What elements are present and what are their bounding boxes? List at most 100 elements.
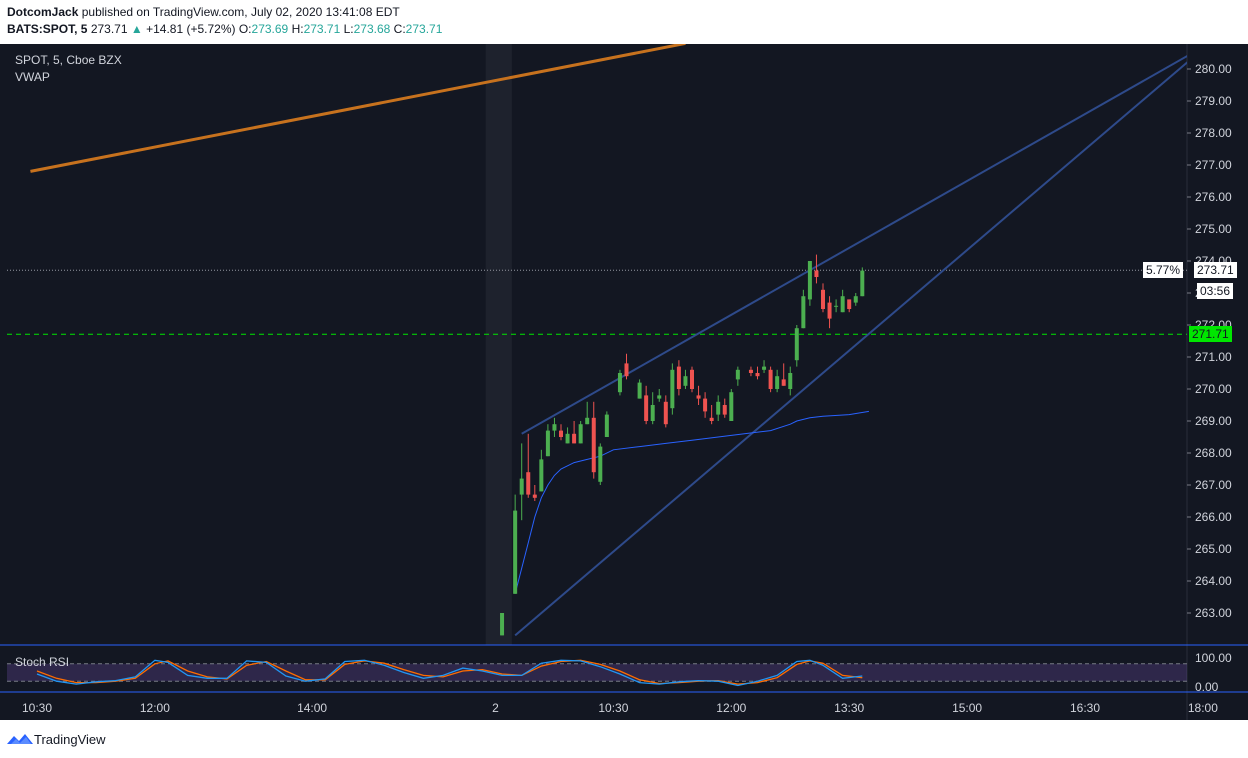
candle-body [650,405,655,421]
price-tick-label: 277.00 [1195,158,1232,172]
open-label: O: [238,22,252,36]
tradingview-brand[interactable]: TradingView [34,732,106,747]
open-value: 273.69 [251,22,289,36]
candle-body [722,405,727,415]
candle-body [775,376,780,389]
high-value: 273.71 [303,22,341,36]
orange-trendline [30,44,686,173]
chart-area[interactable]: 263.00 264.00 265.00 266.00 267.00 268.00 269.… [0,44,1248,720]
close-label: C: [393,22,406,36]
price-tick-label: 271.00 [1195,350,1232,364]
candle-body [519,478,524,495]
candle-body [748,369,753,373]
symbol-interval: BATS:SPOT, 5 [7,22,88,36]
candle-body [768,369,773,389]
candle-body [840,296,845,313]
candle-body [696,395,701,399]
price-tick-label: 279.00 [1195,94,1232,108]
price-tick-label: 266.00 [1195,510,1232,524]
stoch-rsi-tick-label: 0.00 [1195,680,1219,694]
stoch-rsi-legend[interactable]: Stoch RSI [15,655,70,669]
candle-body [683,376,688,386]
footer [0,720,1248,758]
candle-body [827,302,832,319]
time-tick-label: 15:00 [952,701,982,715]
level-price-tag: 271.71 [1189,326,1232,342]
candle-body [821,289,825,309]
candle-body [676,366,681,389]
candle-body [591,417,596,473]
time-tick-label: 12:00 [140,701,170,715]
candle-body [814,270,819,277]
low-label: L: [343,22,354,36]
candle-body [801,296,806,329]
percent-change-tag: 5.77% [1143,262,1184,278]
stoch-rsi-k-line [36,659,863,687]
candle-body [834,305,839,307]
candle-body [657,395,662,399]
low-value: 273.68 [353,22,391,36]
channel-trendline [521,54,1187,435]
published-text: published on TradingView.com, July 02, 2… [81,5,400,19]
stoch-rsi-d-line [36,659,863,685]
candle-body [847,299,852,309]
candle-body [794,328,799,361]
candle-body [513,510,518,594]
tradingview-logo-icon[interactable] [7,732,33,746]
bar-countdown-tag: 03:56 [1197,283,1234,299]
stoch-rsi-tick-label: 100.00 [1195,651,1232,665]
candle-body [807,261,812,300]
price-tick-label: 263.00 [1195,606,1232,620]
candle-body [604,414,609,437]
time-tick-label: 2 [492,701,499,715]
up-triangle-icon: ▲ [130,22,143,36]
stoch-rsi-band [7,663,1187,682]
candle-body [853,296,858,303]
time-tick-label: 13:30 [834,701,864,715]
time-tick-label: 16:30 [1070,701,1100,715]
author-name[interactable]: DotcomJack [7,5,79,19]
candle-body [617,373,622,393]
candle-body [860,270,865,297]
ohlc-line: BATS:SPOT, 5 273.71 ▲ +14.81 (+5.72%) O:… [7,22,442,36]
candle-body [755,373,760,377]
high-label: H: [291,22,304,36]
candle-body [663,401,668,425]
time-tick-label: 14:00 [297,701,327,715]
price-tick-label: 270.00 [1195,382,1232,396]
candle-body [637,382,642,399]
candle-body [624,363,629,377]
candle-body [762,366,767,370]
candle-body [572,433,577,444]
candle-body [709,417,714,421]
symbol-legend[interactable]: SPOT, 5, Cboe BZX [15,53,122,67]
last-price: 273.71 [90,22,128,36]
price-change: +14.81 (+5.72%) [146,22,236,36]
channel-trendline [514,61,1187,637]
candle-body [729,392,734,421]
price-tick-label: 278.00 [1195,126,1232,140]
time-tick-label: 12:00 [716,701,746,715]
candle-body [735,369,740,380]
candle-body [703,398,708,412]
time-tick-label: 10:30 [22,701,52,715]
time-tick-label: 10:30 [598,701,628,715]
publish-info: DotcomJack published on TradingView.com,… [7,5,400,19]
price-tick-label: 265.00 [1195,542,1232,556]
candle-body [539,459,544,492]
time-tick-label: 18:00 [1188,701,1218,715]
price-tick-label: 275.00 [1195,222,1232,236]
last-price-tag: 273.71 [1194,262,1237,278]
candle-body [565,433,570,444]
candle-body [500,613,505,636]
price-chart[interactable]: 263.00 264.00 265.00 266.00 267.00 268.00 269.… [0,44,1248,720]
candle-body [532,494,537,498]
price-tick-label: 280.00 [1195,62,1232,76]
candle-body [585,417,590,425]
candle-body [545,430,550,457]
candle-body [788,373,793,389]
price-tick-label: 269.00 [1195,414,1232,428]
vwap-legend[interactable]: VWAP [15,70,50,84]
candle-body [526,472,531,495]
chart-header: DotcomJack published on TradingView.com,… [0,0,1248,44]
